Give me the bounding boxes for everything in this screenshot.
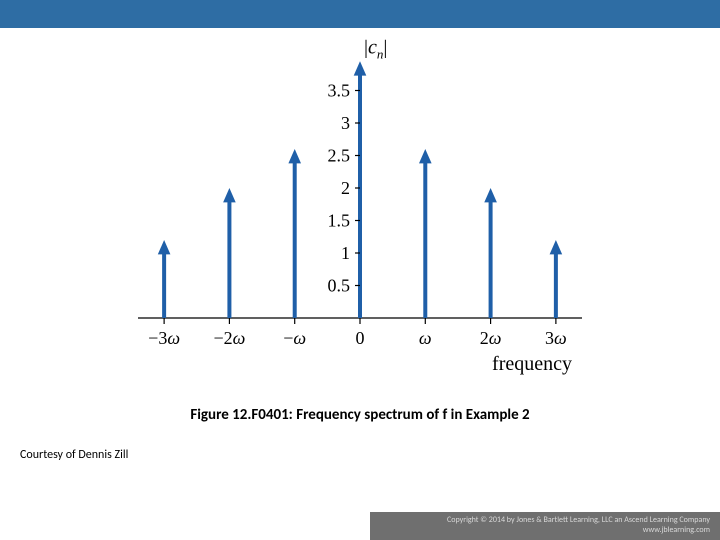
svg-text:|cn|: |cn| — [364, 36, 387, 61]
courtesy-line: Courtesy of Dennis Zill — [20, 448, 720, 462]
svg-text:1.5: 1.5 — [328, 211, 351, 231]
svg-text:−3ω: −3ω — [148, 328, 180, 348]
svg-text:1: 1 — [341, 243, 350, 263]
svg-text:2: 2 — [341, 178, 350, 198]
frequency-spectrum-chart: −3ω −2ω −ω 0 ω 2ω 3ω frequency |cn| 0.5 1 1.5 2 2.5 3 3… — [120, 28, 600, 388]
svg-text:−2ω: −2ω — [213, 328, 245, 348]
footer-line2: www.jblearning.com — [370, 526, 710, 536]
svg-text:frequency: frequency — [492, 353, 572, 375]
top-bar — [0, 0, 720, 28]
svg-text:0.5: 0.5 — [328, 276, 351, 296]
svg-text:3ω: 3ω — [545, 328, 567, 348]
svg-text:0: 0 — [356, 328, 365, 348]
copyright-footer: Copyright © 2014 by Jones & Bartlett Lea… — [370, 512, 720, 540]
caption-text: Figure 12.F0401: Frequency spectrum of f… — [190, 406, 529, 424]
svg-text:−ω: −ω — [283, 328, 306, 348]
svg-text:3.5: 3.5 — [328, 81, 351, 101]
svg-text:3: 3 — [341, 113, 350, 133]
figure-caption: Figure 12.F0401: Frequency spectrum of f… — [0, 406, 720, 424]
svg-text:2.5: 2.5 — [328, 146, 351, 166]
svg-text:2ω: 2ω — [480, 328, 502, 348]
chart-container: −3ω −2ω −ω 0 ω 2ω 3ω frequency |cn| 0.5 1 1.5 2 2.5 3 3… — [0, 28, 720, 388]
svg-text:ω: ω — [419, 328, 432, 348]
